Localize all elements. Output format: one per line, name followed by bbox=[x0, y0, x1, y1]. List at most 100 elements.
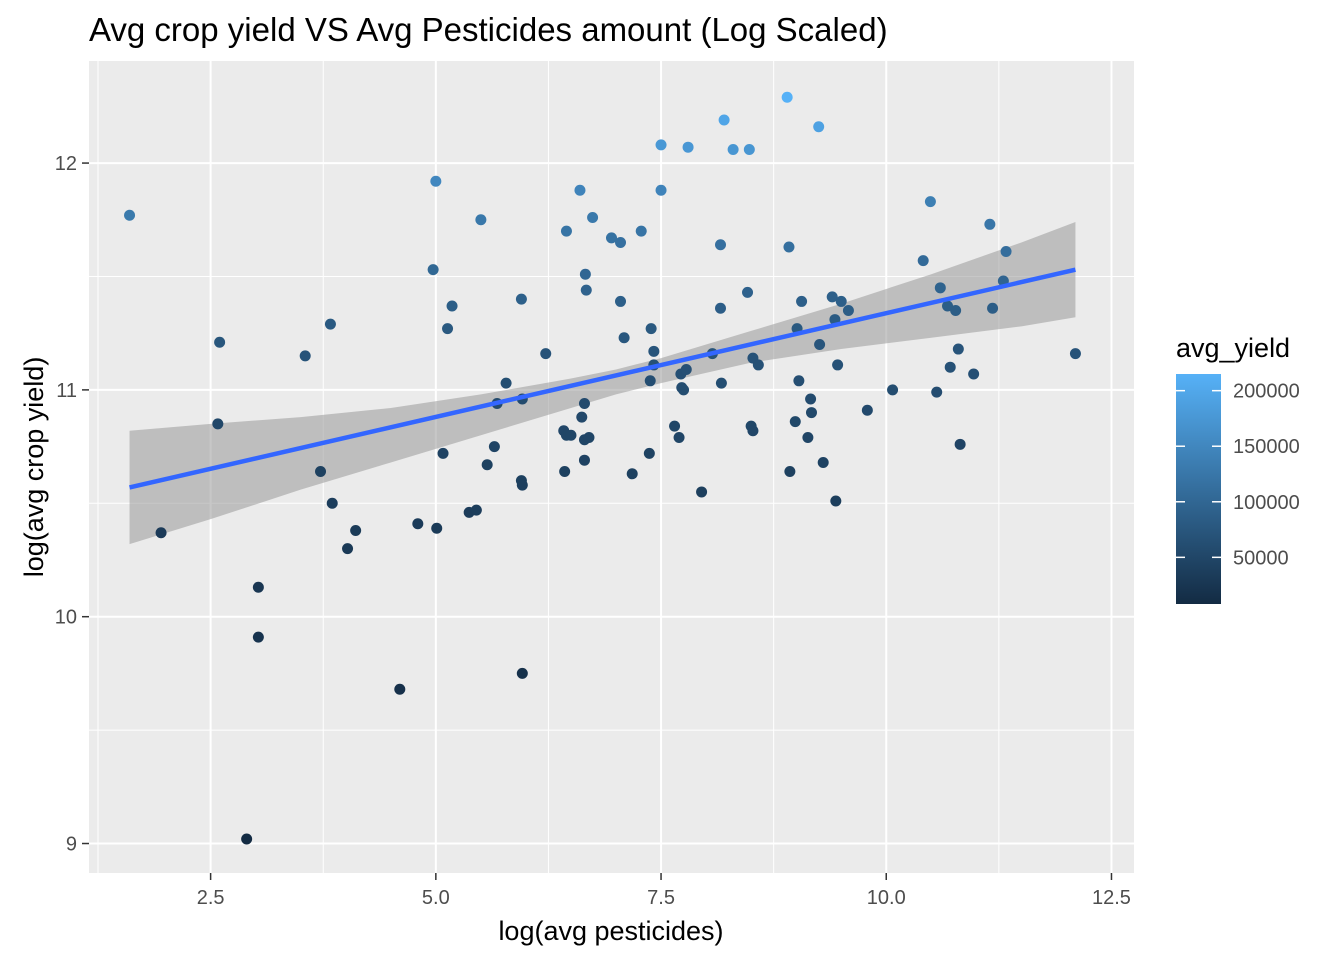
data-point bbox=[887, 384, 899, 396]
data-point bbox=[427, 264, 439, 276]
legend-break-label: 50000 bbox=[1233, 547, 1289, 569]
data-point bbox=[576, 411, 588, 423]
legend-break-label: 100000 bbox=[1233, 492, 1300, 514]
color-legend: avg_yield 200000 150000 100000 50000 bbox=[1176, 333, 1300, 604]
data-point bbox=[431, 522, 443, 534]
data-point bbox=[559, 466, 571, 478]
data-point bbox=[615, 236, 627, 248]
data-point bbox=[802, 432, 814, 444]
confidence-band-layer bbox=[129, 222, 1076, 545]
y-tick-label: 11 bbox=[56, 380, 77, 402]
y-axis-title: log(avg crop yield) bbox=[19, 357, 49, 578]
data-point bbox=[578, 397, 590, 409]
data-point bbox=[944, 361, 956, 373]
data-point bbox=[796, 295, 808, 307]
data-point bbox=[715, 302, 727, 314]
data-point bbox=[342, 543, 354, 555]
data-point bbox=[655, 184, 667, 196]
data-point bbox=[615, 295, 627, 307]
data-point bbox=[727, 143, 739, 155]
x-axis-ticks: 2.5 5.0 7.5 10.0 12.5 bbox=[197, 873, 1131, 909]
data-point bbox=[241, 833, 253, 845]
data-point bbox=[430, 175, 442, 187]
data-point bbox=[324, 318, 336, 330]
data-point bbox=[648, 345, 660, 357]
trend-line bbox=[129, 267, 1076, 490]
data-point bbox=[678, 384, 690, 396]
chart-title: Avg crop yield VS Avg Pesticides amount … bbox=[89, 11, 888, 48]
data-point bbox=[516, 479, 528, 491]
data-point bbox=[618, 332, 630, 344]
data-point bbox=[832, 359, 844, 371]
data-point bbox=[673, 432, 685, 444]
data-point bbox=[814, 339, 826, 351]
data-point bbox=[784, 466, 796, 478]
data-point bbox=[587, 212, 599, 224]
data-point bbox=[412, 518, 424, 530]
x-tick-label: 12.5 bbox=[1092, 887, 1131, 909]
data-point bbox=[516, 667, 528, 679]
data-point bbox=[578, 454, 590, 466]
data-point bbox=[155, 527, 167, 539]
data-point bbox=[437, 447, 449, 459]
data-point bbox=[747, 425, 759, 437]
data-point bbox=[752, 359, 764, 371]
x-axis-title: log(avg pesticides) bbox=[498, 916, 723, 946]
data-point bbox=[743, 143, 755, 155]
legend-break-label: 200000 bbox=[1233, 381, 1300, 403]
data-point bbox=[817, 456, 829, 468]
data-point bbox=[830, 495, 842, 507]
data-point bbox=[682, 141, 694, 153]
data-point bbox=[781, 91, 793, 103]
data-point bbox=[655, 139, 667, 151]
data-point bbox=[643, 447, 655, 459]
data-point bbox=[394, 683, 406, 695]
data-point bbox=[984, 218, 996, 230]
data-point bbox=[680, 363, 692, 375]
y-tick-label: 10 bbox=[55, 607, 77, 629]
data-point bbox=[805, 407, 817, 419]
data-point bbox=[565, 429, 577, 441]
data-point bbox=[826, 291, 838, 303]
data-point bbox=[515, 293, 527, 305]
data-point bbox=[481, 459, 493, 471]
data-point bbox=[500, 377, 512, 389]
data-point bbox=[793, 375, 805, 387]
data-point bbox=[350, 525, 362, 537]
data-point bbox=[583, 432, 595, 444]
data-point bbox=[954, 438, 966, 450]
data-point bbox=[924, 196, 936, 208]
data-point bbox=[715, 377, 727, 389]
data-point bbox=[789, 416, 801, 428]
data-point bbox=[1000, 246, 1012, 258]
legend-breaks: 200000 150000 100000 50000 bbox=[1176, 381, 1300, 569]
data-point bbox=[835, 295, 847, 307]
legend-break-label: 150000 bbox=[1233, 436, 1300, 458]
data-point bbox=[742, 286, 754, 298]
data-point bbox=[718, 114, 730, 126]
data-point bbox=[805, 393, 817, 405]
data-point bbox=[842, 304, 854, 316]
data-point bbox=[560, 225, 572, 237]
data-point bbox=[488, 441, 500, 453]
y-axis-ticks: 9 10 11 12 bbox=[55, 153, 89, 856]
data-point bbox=[446, 300, 458, 312]
data-point bbox=[715, 239, 727, 251]
data-point bbox=[1069, 348, 1081, 360]
data-point bbox=[475, 214, 487, 226]
data-point bbox=[579, 268, 591, 280]
data-point bbox=[952, 343, 964, 355]
data-point bbox=[669, 420, 681, 432]
data-point bbox=[861, 404, 873, 416]
x-tick-label: 5.0 bbox=[422, 887, 450, 909]
data-point bbox=[644, 375, 656, 387]
data-point bbox=[696, 486, 708, 498]
confidence-band bbox=[129, 222, 1076, 545]
data-point bbox=[942, 300, 954, 312]
legend-colorbar bbox=[1176, 374, 1221, 604]
data-point bbox=[214, 336, 226, 348]
data-point bbox=[252, 631, 264, 643]
y-tick-label: 12 bbox=[55, 153, 77, 175]
data-point bbox=[813, 121, 825, 133]
